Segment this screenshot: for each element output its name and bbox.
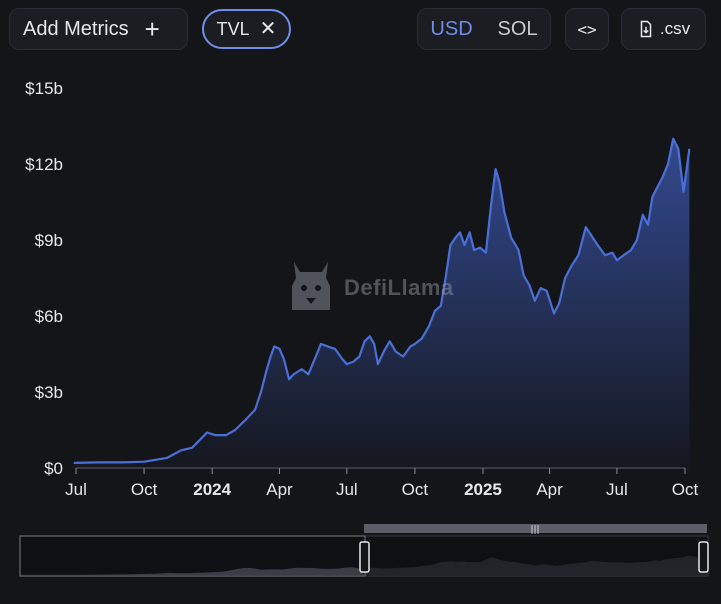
y-tick-label: $3b — [35, 383, 63, 402]
x-tick-label: Apr — [536, 480, 563, 499]
x-tick-label: 2025 — [464, 480, 502, 499]
code-icon: <> — [577, 19, 597, 39]
watermark: DefiLlama — [286, 258, 454, 318]
plus-icon: + — [144, 14, 160, 44]
metric-chip-tvl[interactable]: TVL ✕ — [202, 9, 291, 49]
embed-button[interactable]: <> — [565, 8, 609, 50]
y-tick-label: $0 — [44, 459, 63, 478]
brush-preview-dim — [21, 567, 364, 575]
range-brush[interactable]: ||| — [0, 522, 721, 582]
currency-option-usd[interactable]: USD — [430, 17, 473, 40]
download-csv-button[interactable]: .csv — [621, 8, 706, 50]
y-axis: $0 $3b $6b $9b $12b $15b — [25, 79, 63, 478]
x-tick-label: Jul — [336, 480, 358, 499]
tvl-line — [73, 137, 691, 464]
csv-label: .csv — [659, 19, 691, 38]
x-tick-label: Oct — [672, 480, 699, 499]
add-metrics-label: Add Metrics — [23, 17, 129, 40]
brush-preview-selected — [364, 555, 707, 575]
tvl-chart[interactable]: $0 $3b $6b $9b $12b $15b Jul Oct 2024 Apr Jul Oct 2… — [0, 62, 721, 512]
brush-handle-right[interactable] — [698, 541, 709, 573]
x-tick-label: Apr — [266, 480, 293, 499]
brush-selection-bar[interactable] — [364, 524, 707, 533]
x-tick-label: Jul — [606, 480, 628, 499]
x-tick-label: 2024 — [193, 480, 231, 499]
tvl-area — [73, 138, 690, 468]
metric-chip-label: TVL — [216, 18, 250, 39]
currency-toggle: USD SOL — [417, 8, 551, 50]
y-tick-label: $12b — [25, 155, 63, 174]
x-tick-label: Oct — [131, 480, 158, 499]
brush-handle-left[interactable] — [359, 541, 370, 573]
watermark-text: DefiLlama — [344, 275, 454, 300]
add-metrics-button[interactable]: Add Metrics + — [9, 8, 188, 50]
x-tick-label: Oct — [402, 480, 429, 499]
close-icon[interactable]: ✕ — [259, 18, 277, 40]
llama-logo — [292, 262, 330, 310]
grip-icon: ||| — [530, 525, 539, 535]
x-axis: Jul Oct 2024 Apr Jul Oct 2025 Apr Jul Oct — [65, 467, 699, 499]
x-tick-label: Jul — [65, 480, 87, 499]
currency-option-sol[interactable]: SOL — [497, 17, 538, 40]
y-tick-label: $6b — [35, 307, 63, 326]
file-download-icon — [640, 20, 652, 38]
y-tick-label: $15b — [25, 79, 63, 98]
y-tick-label: $9b — [35, 231, 63, 250]
chart-toolbar: Add Metrics + TVL ✕ USD SOL <> .csv — [0, 0, 721, 60]
